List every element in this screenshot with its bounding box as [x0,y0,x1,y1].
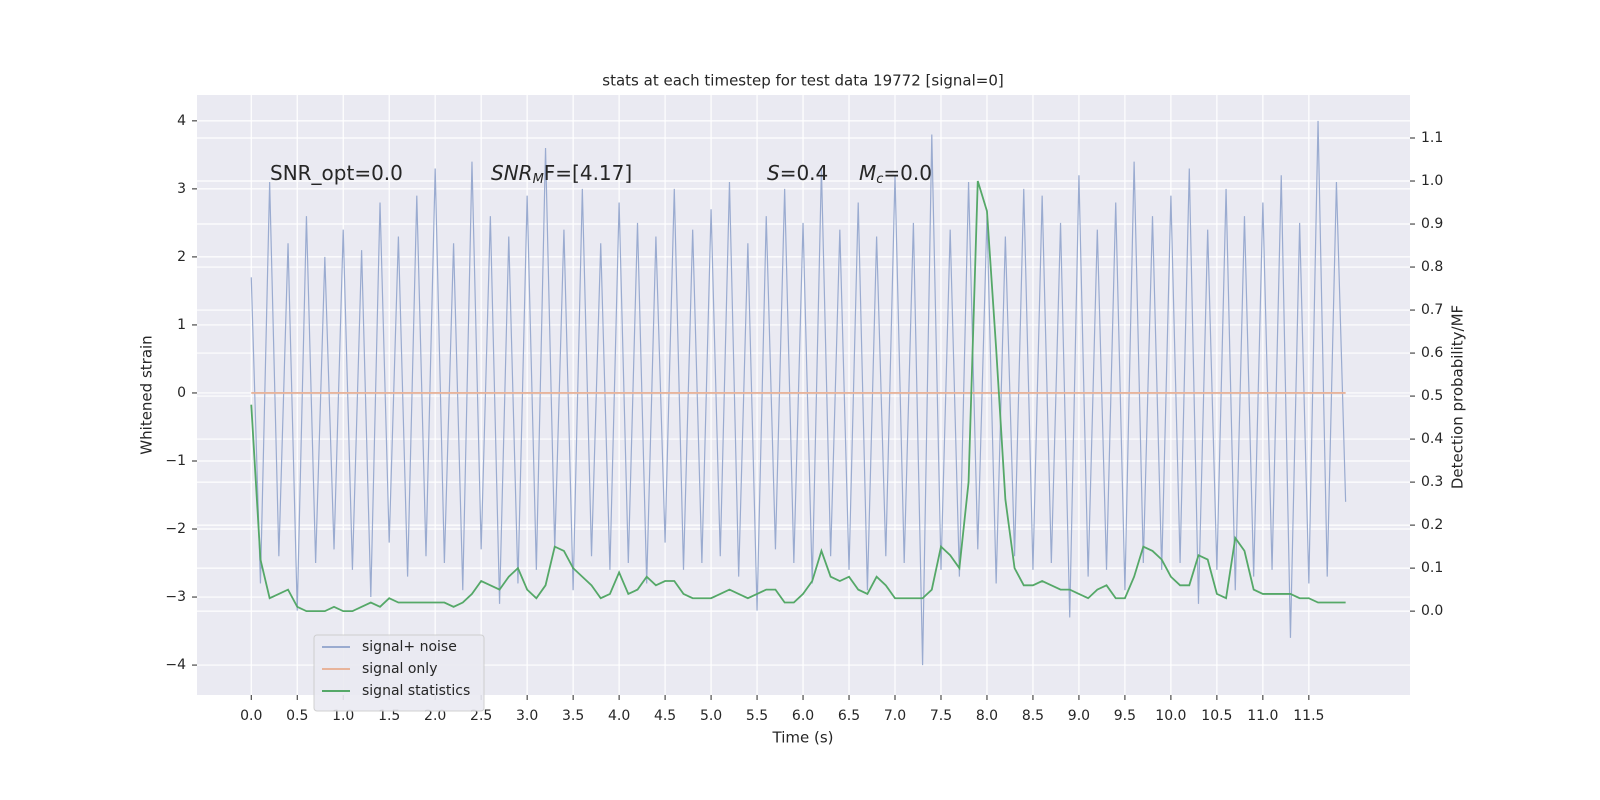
y2-tick-label: 0.0 [1421,603,1443,619]
x-tick-label: 3.5 [562,708,584,724]
y2-tick-label: 1.0 [1421,173,1443,189]
y-tick-label: 3 [177,181,186,197]
y2-tick-label: 0.7 [1421,302,1443,318]
y2-tick-label: 1.1 [1421,130,1443,146]
y2-axis-label: Detection probability/MF [1449,305,1467,489]
annotation-part: M [533,172,544,187]
x-tick-label: 6.0 [792,708,814,724]
y2-tick-label: 0.1 [1421,560,1443,576]
y2-tick-label: 0.4 [1421,431,1443,447]
y-tick-label: 1 [177,317,186,333]
y-tick-label: −2 [165,521,186,537]
x-tick-label: 4.0 [608,708,630,724]
annotation-part: S [767,161,780,185]
y2-tick-label: 0.6 [1421,345,1443,361]
x-axis-label: Time (s) [772,729,834,747]
annotation-part: SNR_opt=0.0 [270,161,403,185]
x-tick-label: 0.0 [240,708,262,724]
legend-label: signal only [362,661,437,677]
annotation: S=0.4 [767,161,828,185]
x-tick-label: 11.0 [1247,708,1278,724]
x-tick-label: 3.0 [516,708,538,724]
y-tick-label: 4 [177,113,186,129]
x-tick-label: 2.5 [470,708,492,724]
x-tick-label: 5.5 [746,708,768,724]
y2-tick-label: 0.8 [1421,259,1443,275]
annotation: SNR_opt=0.0 [270,161,403,185]
annotation-part: M [859,161,876,185]
y-axis-label: Whitened strain [138,335,156,454]
x-tick-label: 9.5 [1114,708,1136,724]
legend-label: signal statistics [362,683,470,699]
y2-tick-label: 0.2 [1421,517,1443,533]
y-tick-label: 0 [177,385,186,401]
y-tick-label: −4 [165,657,186,673]
x-tick-label: 0.5 [286,708,308,724]
y-tick-label: 2 [177,249,186,265]
series-line [250,180,1346,613]
annotation: SNRMF=[4.17] [491,161,632,187]
x-tick-label: 10.0 [1155,708,1186,724]
annotation-part: c [876,172,883,187]
chart-title: stats at each timestep for test data 197… [602,72,1003,90]
annotation-part: =0.4 [780,161,829,185]
x-tick-label: 9.0 [1068,708,1090,724]
x-tick-label: 1.0 [332,708,354,724]
y2-tick-label: 0.5 [1421,388,1443,404]
annotation-part: =0.0 [883,161,932,185]
x-tick-label: 10.5 [1201,708,1232,724]
y-tick-label: −3 [165,589,186,605]
x-tick-label: 8.0 [976,708,998,724]
y2-tick-label: 0.3 [1421,474,1443,490]
y2-tick-label: 0.9 [1421,216,1443,232]
legend-box [313,634,485,712]
x-tick-label: 2.0 [424,708,446,724]
annotation-part: SNR [491,161,533,185]
x-tick-label: 1.5 [378,708,400,724]
annotation: Mc=0.0 [859,161,932,187]
legend-label: signal+ noise [362,639,457,655]
x-tick-label: 4.5 [654,708,676,724]
annotation-part: F=[4.17] [544,161,632,185]
x-tick-label: 6.5 [838,708,860,724]
y-tick-label: −1 [165,453,186,469]
x-tick-label: 5.0 [700,708,722,724]
x-tick-label: 7.0 [884,708,906,724]
x-tick-label: 8.5 [1022,708,1044,724]
x-tick-label: 11.5 [1293,708,1324,724]
x-tick-label: 7.5 [930,708,952,724]
